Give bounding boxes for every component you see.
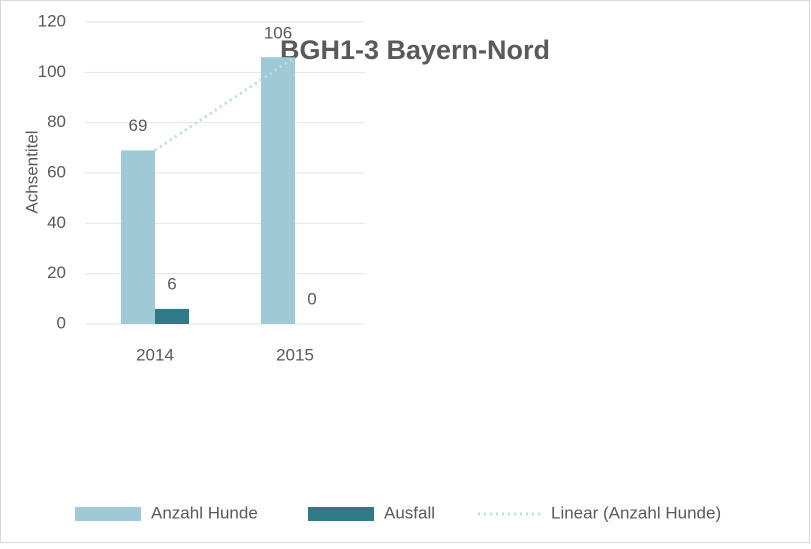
legend-label: Ausfall [384,503,435,522]
y-axis-label: Achsentitel [22,130,41,213]
y-tick-label: 20 [47,263,66,282]
legend-label: Anzahl Hunde [151,503,258,522]
y-tick-label: 80 [47,112,66,131]
chart-title: BGH1-3 Bayern-Nord [280,35,550,65]
y-tick-label: 0 [57,313,66,332]
trendline [154,55,296,152]
data-label: 69 [129,116,148,135]
x-tick-label: 2015 [276,345,314,364]
y-tick-label: 60 [47,162,66,181]
legend-label: Linear (Anzahl Hunde) [551,503,721,522]
legend-swatch [75,507,141,521]
y-tick-label: 40 [47,213,66,232]
data-label: 6 [167,274,176,293]
y-tick-label: 100 [38,62,66,81]
bar [261,57,295,324]
legend-swatch [308,507,374,521]
data-label: 0 [307,289,316,308]
data-label: 106 [264,23,292,42]
bar [121,150,155,324]
y-tick-label: 120 [38,11,66,30]
bar [155,308,189,324]
x-tick-label: 2014 [136,345,174,364]
